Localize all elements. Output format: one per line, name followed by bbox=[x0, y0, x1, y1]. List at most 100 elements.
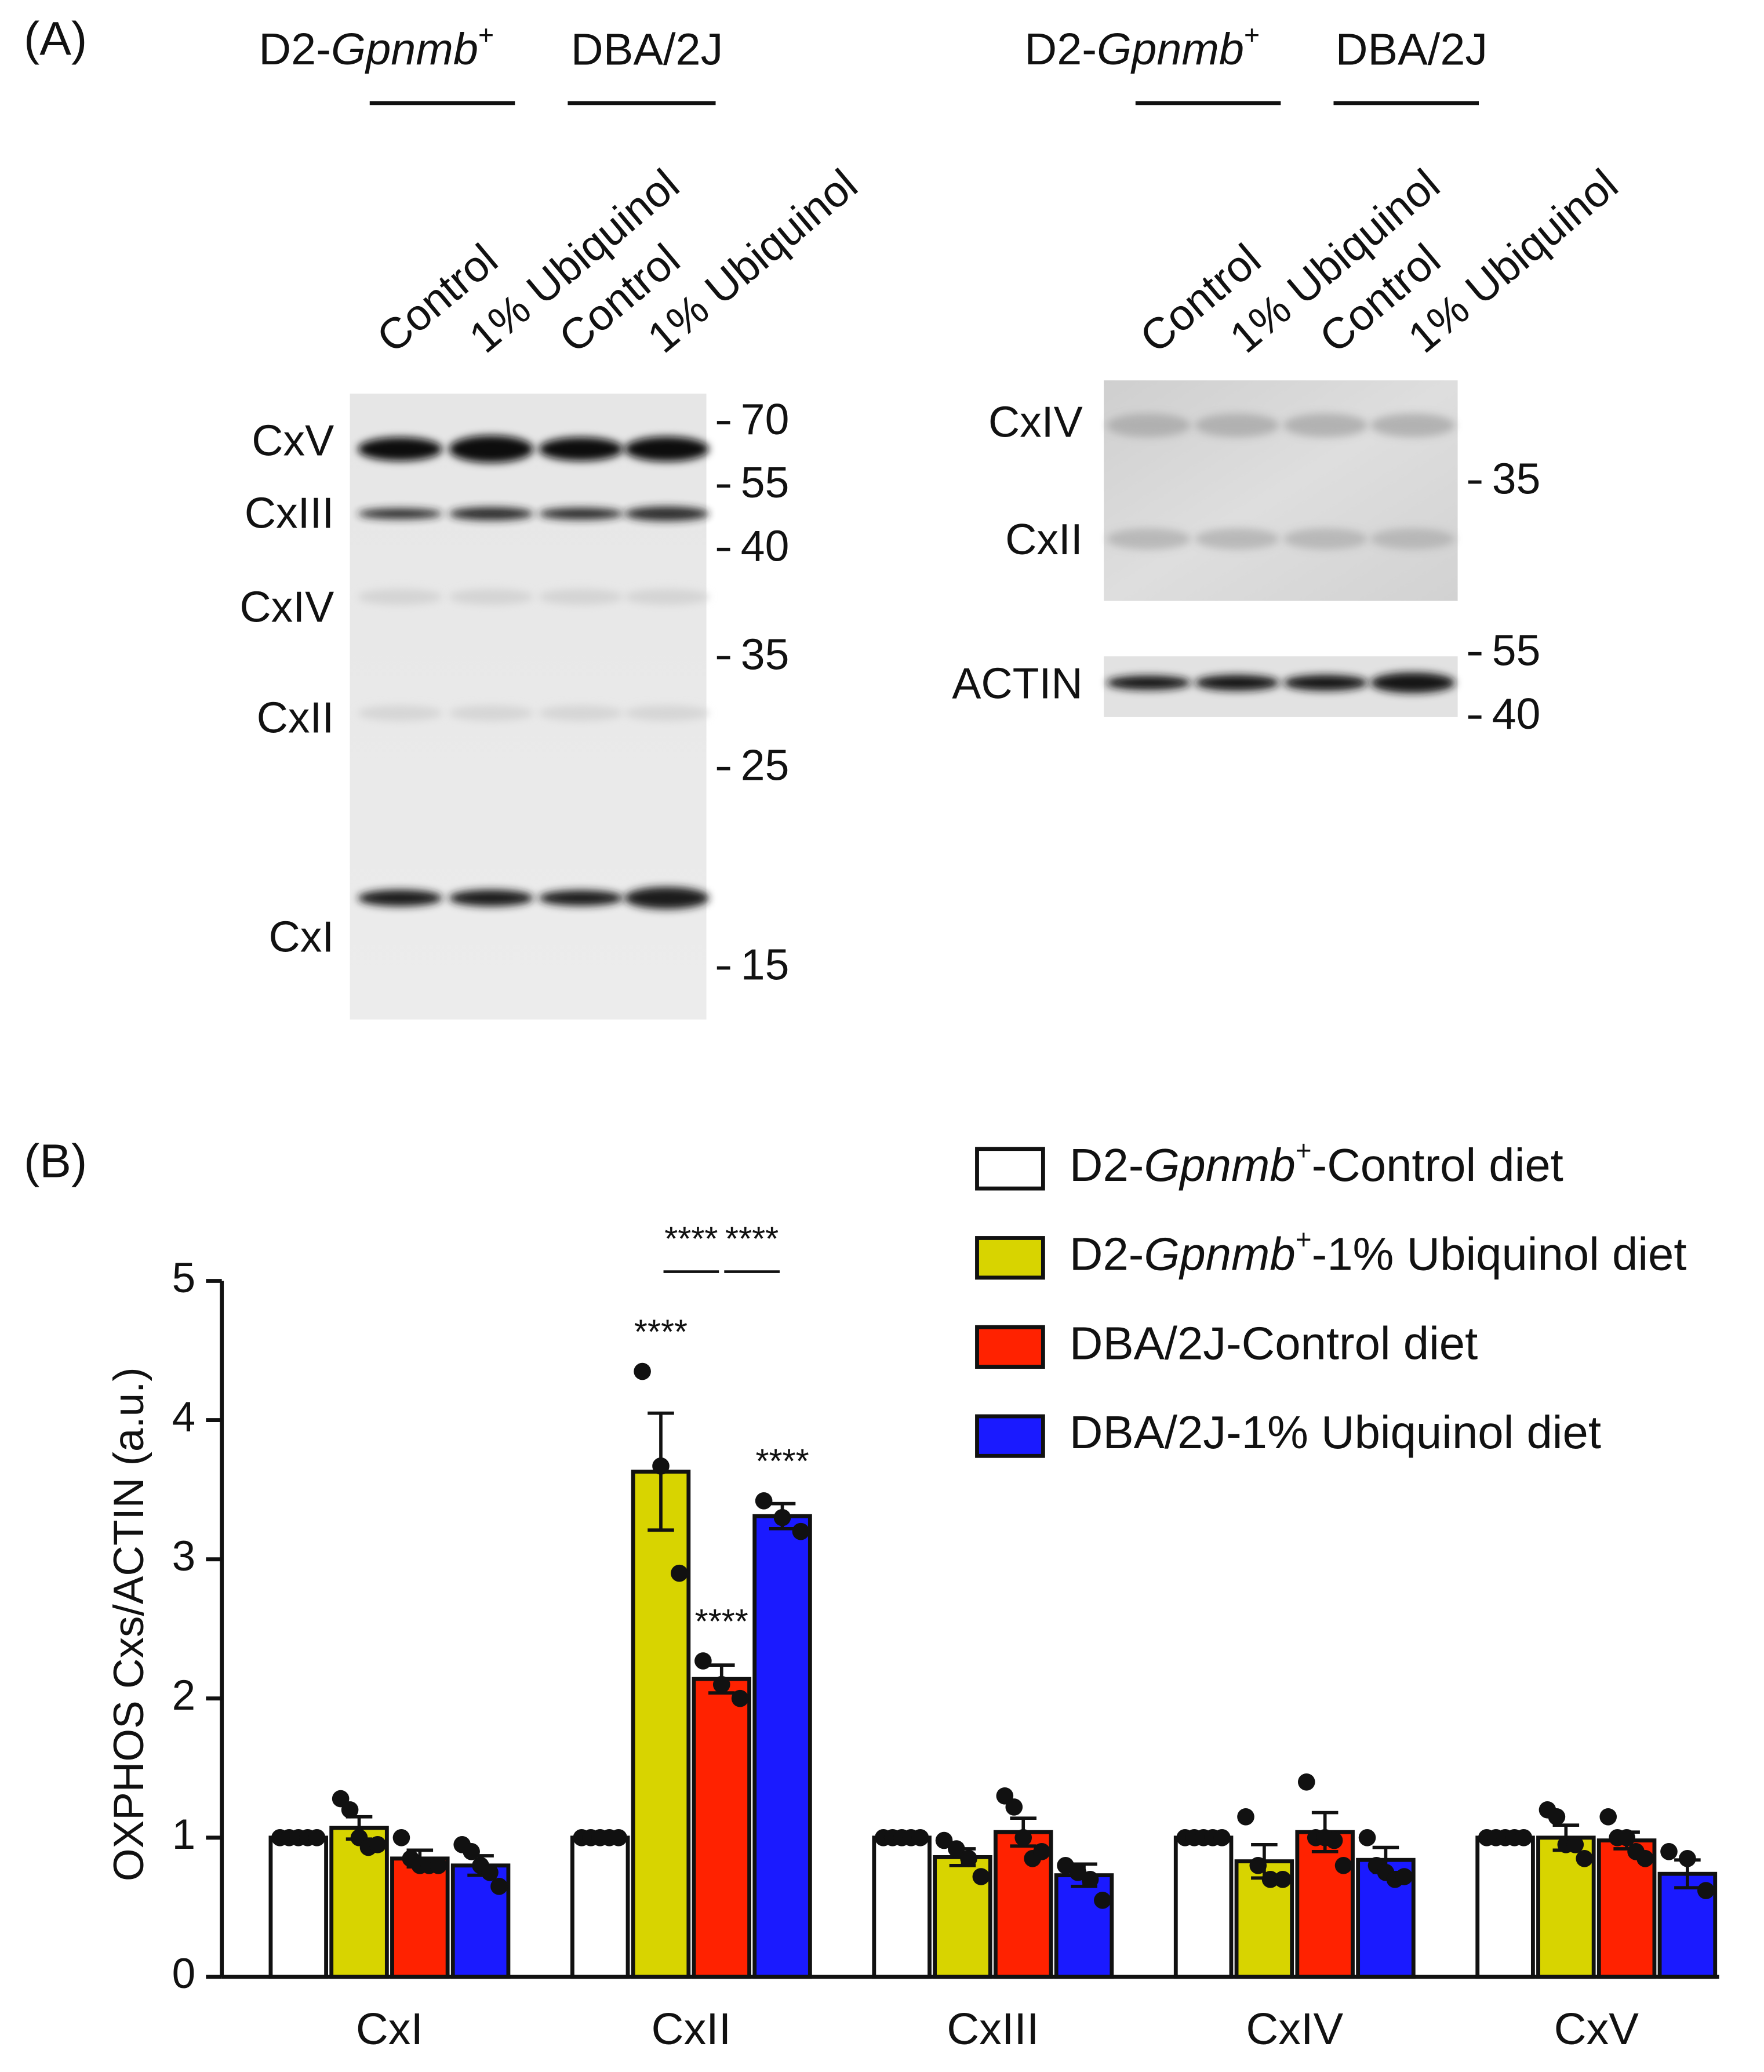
panel-label: (A) bbox=[24, 13, 87, 66]
marker-label: 40 bbox=[1492, 689, 1541, 738]
x-tick-label: CxII bbox=[652, 2004, 732, 2054]
bar bbox=[1054, 1873, 1114, 1979]
bar bbox=[1295, 1830, 1355, 1979]
blot-band bbox=[358, 889, 443, 907]
data-point bbox=[1660, 1842, 1678, 1860]
blot-band bbox=[449, 435, 534, 463]
band-label: CxII bbox=[1005, 515, 1083, 564]
data-point bbox=[481, 1864, 499, 1881]
bar bbox=[1173, 1835, 1234, 1979]
data-point bbox=[652, 1457, 670, 1475]
y-tick-label: 1 bbox=[172, 1811, 196, 1858]
blot-band bbox=[449, 889, 534, 907]
marker-label: 55 bbox=[1492, 626, 1541, 674]
marker-label: 35 bbox=[1492, 454, 1541, 503]
legend-label: D2-Gpnmb+-Control diet bbox=[1070, 1136, 1563, 1191]
group-label: D2-Gpnmb+ bbox=[1024, 20, 1260, 74]
data-point bbox=[1297, 1773, 1315, 1791]
blot-band bbox=[539, 705, 624, 721]
data-point bbox=[1094, 1892, 1111, 1909]
blot-band bbox=[1283, 675, 1368, 691]
legend-label: DBA/2J-Control diet bbox=[1070, 1317, 1478, 1369]
bar bbox=[570, 1835, 630, 1979]
y-tick-label: 0 bbox=[172, 1950, 196, 1997]
blot-band bbox=[449, 507, 534, 521]
superscript: + bbox=[1296, 1136, 1312, 1166]
data-point bbox=[1697, 1882, 1715, 1899]
data-point bbox=[341, 1801, 359, 1819]
blot-band bbox=[1370, 413, 1456, 438]
blot-band bbox=[539, 890, 624, 906]
blot-band bbox=[449, 705, 534, 721]
gene-name: Gpnmb bbox=[1144, 1228, 1295, 1280]
y-tick-label: 4 bbox=[172, 1394, 196, 1441]
significance-label: **** bbox=[695, 1602, 748, 1641]
x-tick-label: CxIV bbox=[1246, 2004, 1343, 2054]
data-point bbox=[712, 1675, 730, 1693]
blot-band bbox=[1195, 675, 1280, 691]
band-label: CxV bbox=[252, 416, 334, 464]
data-point bbox=[1237, 1808, 1254, 1826]
data-point bbox=[731, 1689, 749, 1707]
blot-band bbox=[1370, 672, 1456, 693]
band-label: CxIV bbox=[239, 582, 334, 631]
data-point bbox=[1213, 1829, 1231, 1846]
data-point bbox=[755, 1492, 773, 1510]
superscript: + bbox=[1244, 20, 1260, 50]
blot-band bbox=[1106, 675, 1191, 690]
data-point bbox=[1358, 1829, 1376, 1846]
text-part: D2- bbox=[259, 25, 331, 75]
bar bbox=[752, 1514, 812, 1979]
y-tick-label: 2 bbox=[172, 1672, 196, 1719]
data-point bbox=[430, 1856, 447, 1874]
data-point bbox=[1679, 1849, 1696, 1867]
data-point bbox=[948, 1840, 965, 1857]
data-point bbox=[1033, 1842, 1050, 1860]
group-label: DBA/2J bbox=[571, 25, 723, 75]
bar bbox=[268, 1835, 329, 1979]
data-point bbox=[1005, 1798, 1023, 1816]
data-point bbox=[1274, 1871, 1292, 1888]
x-tick-label: CxIII bbox=[947, 2004, 1039, 2054]
data-point bbox=[1081, 1871, 1099, 1888]
blot-band bbox=[1370, 528, 1456, 550]
data-point bbox=[1334, 1856, 1352, 1874]
bar bbox=[631, 1469, 691, 1979]
text-part: -Control diet bbox=[1312, 1139, 1563, 1191]
data-point bbox=[1014, 1829, 1032, 1846]
blot-band bbox=[1195, 528, 1280, 550]
data-point bbox=[1566, 1835, 1584, 1853]
data-point bbox=[773, 1508, 791, 1526]
gene-name: Gpnmb bbox=[1144, 1139, 1295, 1191]
blot-band bbox=[539, 507, 624, 520]
data-point bbox=[1325, 1831, 1343, 1849]
x-tick-label: CxI bbox=[356, 2004, 423, 2054]
blot-band bbox=[358, 705, 443, 721]
data-point bbox=[911, 1829, 929, 1846]
data-point bbox=[1249, 1856, 1267, 1874]
marker-label: 40 bbox=[741, 522, 790, 570]
data-point bbox=[1395, 1868, 1413, 1885]
x-tick-label: CxV bbox=[1554, 2004, 1639, 2054]
blot-band bbox=[539, 589, 624, 605]
data-point bbox=[1548, 1808, 1566, 1826]
blot-band bbox=[624, 886, 710, 910]
bar bbox=[872, 1835, 932, 1979]
data-point bbox=[490, 1878, 508, 1895]
data-point bbox=[1576, 1849, 1594, 1867]
legend-label: D2-Gpnmb+-1% Ubiquinol diet bbox=[1070, 1224, 1687, 1279]
blot-band bbox=[539, 437, 624, 461]
y-tick-label: 3 bbox=[172, 1533, 196, 1580]
marker-label: 25 bbox=[741, 741, 790, 790]
data-point bbox=[610, 1829, 627, 1846]
gene-name: Gpnmb bbox=[1097, 25, 1244, 75]
bar bbox=[390, 1856, 450, 1979]
panel-label: (B) bbox=[24, 1135, 87, 1188]
marker-label: 55 bbox=[741, 458, 790, 507]
legend-label: DBA/2J-1% Ubiquinol diet bbox=[1070, 1406, 1601, 1458]
blot-band bbox=[1195, 413, 1280, 438]
blot-band bbox=[624, 506, 710, 521]
blot-band bbox=[449, 589, 534, 605]
legend-swatch bbox=[975, 1325, 1045, 1369]
